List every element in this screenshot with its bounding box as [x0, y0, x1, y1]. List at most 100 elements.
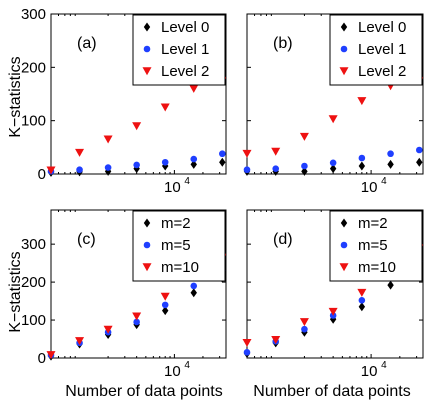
legend-marker-diamond	[143, 22, 151, 32]
data-point-triangle-down	[271, 335, 281, 344]
legend-entry: m=5	[161, 237, 191, 254]
data-point-triangle-down	[299, 318, 309, 327]
legend-entry: Level 2	[161, 63, 209, 80]
data-point-circle	[243, 166, 251, 174]
data-marks	[46, 76, 226, 177]
data-point-diamond	[190, 159, 197, 169]
data-point-diamond	[329, 164, 337, 174]
data-point-triangle-down	[160, 103, 170, 112]
data-point-triangle-down	[103, 325, 113, 334]
plot-frame	[50, 209, 227, 359]
legend-marker-circle	[143, 45, 151, 53]
y-tick-label: 200	[21, 274, 46, 291]
legend: Level 0 Level 1 Level 2	[132, 14, 226, 86]
x-axis-title-right: Number of data points	[253, 383, 410, 400]
data-point-circle	[133, 318, 140, 326]
legend: m=2 m=5 m=10	[329, 210, 423, 282]
data-point-triangle-down	[132, 122, 142, 131]
data-point-circle	[243, 349, 251, 356]
data-point-circle	[387, 150, 394, 158]
legend-marker-circle	[340, 241, 348, 249]
panel-label: (b)	[273, 35, 293, 52]
x-tick-exponent: 4	[184, 176, 190, 187]
x-axis-title-left: Number of data points	[65, 383, 222, 400]
data-point-circle	[219, 150, 226, 158]
legend-marker-diamond	[340, 22, 348, 32]
legend-marker-triangle-down	[142, 263, 152, 272]
data-point-triangle-down	[299, 132, 309, 141]
legend-marker-circle	[143, 241, 151, 249]
panel-b: 10 4 (b) Level 0 Level 1 Level 2	[242, 13, 424, 196]
data-point-circle	[358, 297, 366, 304]
plot-frame	[246, 13, 424, 175]
x-tick-label: 10	[164, 179, 181, 196]
legend: Level 0 Level 1 Level 2	[329, 14, 423, 86]
y-tick-label: 300	[21, 6, 46, 23]
data-point-circle	[272, 165, 280, 172]
data-point-triangle-down	[242, 149, 252, 158]
data-point-triangle-down	[160, 292, 170, 301]
data-point-circle	[161, 158, 169, 166]
data-point-diamond	[162, 306, 169, 316]
data-point-diamond	[219, 157, 226, 167]
data-point-circle	[76, 166, 83, 174]
legend-entry: Level 2	[358, 63, 406, 80]
data-point-circle	[161, 301, 169, 309]
data-point-circle	[301, 325, 308, 333]
legend-entry: Level 1	[358, 41, 406, 58]
data-point-triangle-down	[46, 351, 56, 360]
data-point-triangle-down	[75, 337, 85, 346]
data-point-diamond	[387, 280, 394, 290]
data-point-diamond	[387, 159, 394, 169]
data-point-diamond	[358, 302, 366, 312]
data-marks	[242, 76, 423, 176]
x-tick-exponent: 4	[381, 360, 387, 371]
y-tick-label: 200	[21, 59, 46, 76]
x-tick-label: 10	[361, 179, 378, 196]
data-point-triangle-down	[242, 339, 252, 348]
panel-a: 0 100 200 300 10 4 (a) Level 0 Level 1 Level 2	[21, 6, 227, 196]
y-tick-label: 100	[21, 113, 46, 130]
data-point-circle	[133, 161, 140, 169]
panel-label: (d)	[273, 231, 293, 248]
x-tick-exponent: 4	[184, 360, 190, 371]
data-point-diamond	[416, 157, 423, 167]
data-point-triangle-down	[271, 147, 281, 156]
y-axis-title-top: K−statistics	[7, 56, 24, 137]
panel-label: (c)	[77, 231, 96, 248]
legend-marker-diamond	[143, 218, 151, 228]
data-point-circle	[329, 159, 337, 167]
legend: m=2 m=5 m=10	[132, 210, 226, 282]
data-point-circle	[415, 146, 423, 154]
legend-marker-circle	[340, 45, 348, 53]
y-axis-title-bottom: K−statistics	[7, 251, 24, 332]
x-tick-label: 10	[361, 363, 378, 380]
data-point-triangle-down	[328, 307, 338, 316]
legend-entry: Level 0	[161, 19, 209, 36]
data-point-diamond	[301, 166, 308, 176]
legend-entry: m=10	[358, 259, 396, 276]
data-point-triangle-down	[46, 166, 56, 175]
legend-entry: m=5	[358, 237, 388, 254]
y-tick-label: 0	[38, 350, 46, 367]
data-point-triangle-down	[189, 84, 199, 93]
data-point-circle	[190, 282, 198, 290]
legend-entry: m=10	[161, 259, 199, 276]
data-point-triangle-down	[357, 97, 367, 106]
data-point-triangle-down	[132, 312, 142, 321]
data-point-triangle-down	[357, 288, 367, 297]
panel-d: 10 4 (d) m=2 m=5 m=10	[242, 209, 424, 380]
data-point-circle	[358, 154, 366, 162]
x-tick-label: 10	[164, 363, 181, 380]
x-tick-exponent: 4	[381, 176, 387, 187]
data-point-circle	[301, 162, 308, 170]
data-point-diamond	[190, 288, 197, 298]
panel-label: (a)	[77, 35, 97, 52]
data-point-triangle-down	[328, 115, 338, 124]
data-point-triangle-down	[75, 148, 85, 157]
plot-frame	[246, 209, 424, 359]
data-point-circle	[190, 155, 198, 163]
y-tick-label: 0	[38, 166, 46, 183]
